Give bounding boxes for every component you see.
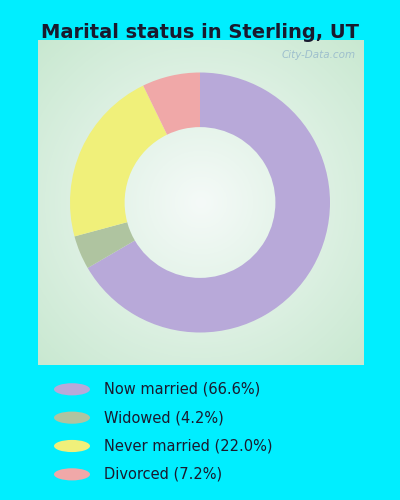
Wedge shape: [88, 72, 330, 332]
Wedge shape: [143, 72, 200, 134]
Text: City-Data.com: City-Data.com: [282, 50, 356, 59]
Circle shape: [54, 412, 90, 424]
Text: Now married (66.6%): Now married (66.6%): [104, 382, 260, 397]
Wedge shape: [74, 222, 135, 268]
Text: Marital status in Sterling, UT: Marital status in Sterling, UT: [41, 22, 359, 42]
Text: Widowed (4.2%): Widowed (4.2%): [104, 410, 224, 425]
Text: Never married (22.0%): Never married (22.0%): [104, 438, 272, 454]
Wedge shape: [70, 86, 167, 236]
Text: Divorced (7.2%): Divorced (7.2%): [104, 467, 222, 482]
Circle shape: [54, 440, 90, 452]
Circle shape: [54, 383, 90, 396]
Circle shape: [54, 468, 90, 480]
